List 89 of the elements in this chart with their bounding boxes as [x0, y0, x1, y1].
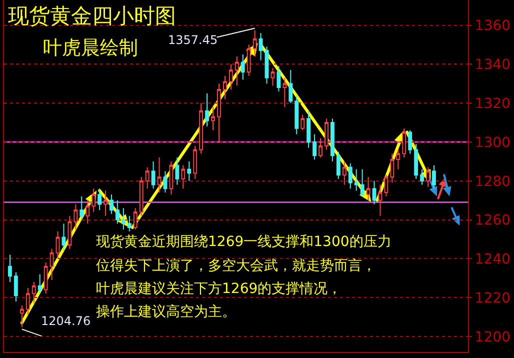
candlestick: [402, 128, 406, 158]
annotation: 操作上建议高空为主。: [96, 304, 236, 320]
candlestick: [116, 200, 120, 224]
candlestick: [56, 230, 60, 260]
candlestick: [211, 106, 215, 131]
candlestick: [318, 138, 322, 158]
candlestick: [193, 145, 198, 180]
candlestick: [378, 184, 382, 216]
candlestick: [205, 92, 209, 127]
candlestick: [420, 168, 424, 186]
candlestick: [426, 166, 430, 188]
candlestick: [300, 114, 305, 131]
candlestick: [348, 162, 352, 190]
y-tick-label: 1220: [474, 290, 510, 306]
candlestick: [396, 149, 400, 170]
y-tick-label: 1340: [474, 57, 510, 74]
candlestick: [270, 68, 275, 86]
candlestick: [342, 160, 346, 186]
candlestick: [240, 54, 245, 80]
candlestick: [384, 174, 388, 197]
candlestick: [98, 188, 102, 211]
candlestick: [169, 160, 174, 195]
candlestick: [26, 287, 30, 316]
candlestick: [80, 196, 84, 220]
annotation: 1357.45: [168, 33, 218, 47]
chart-title: 现货黄金四小时图: [8, 4, 176, 28]
candlestick: [145, 166, 150, 190]
candlestick: [14, 272, 18, 302]
candlestick: [62, 223, 66, 252]
candlestick: [336, 151, 340, 180]
candlestick: [68, 215, 72, 250]
candlestick: [38, 274, 42, 294]
candlestick: [276, 66, 281, 92]
candlestick: [139, 176, 144, 216]
candlestick: [74, 204, 78, 230]
candlestick: [306, 110, 311, 148]
annotation: 1204.76: [41, 314, 91, 328]
candlestick: [44, 262, 48, 294]
candlestick: [222, 75, 227, 100]
candlestick: [432, 164, 436, 190]
candlestick: [121, 208, 126, 230]
y-tick-label: 1280: [474, 174, 510, 190]
candlestick: [50, 248, 54, 281]
candlestick: [408, 130, 412, 154]
y-tick-label: 1360: [474, 18, 510, 34]
candlestick: [372, 180, 376, 205]
candlestick: [258, 32, 263, 61]
candlestick: [104, 190, 108, 216]
candlestick: [264, 46, 269, 84]
candlestick: [234, 56, 239, 86]
candlestick: [360, 168, 364, 197]
annotation: 叶虎晨建议关注下方1269的支撑情况，: [96, 281, 342, 297]
annotation: 位得失下上演了，多空大会武，就走势而言，: [96, 258, 376, 274]
candlestick: [312, 134, 316, 160]
y-tick-label: 1240: [474, 252, 510, 268]
y-tick-label: 1260: [474, 212, 510, 229]
candlestick: [127, 215, 132, 232]
candlestick: [324, 118, 328, 150]
annotation: 现货黄金近期围绕1269一线支撑和1300的压力: [96, 234, 392, 250]
candlestick: [294, 94, 299, 135]
candlestick: [228, 64, 233, 90]
candlestick: [282, 77, 287, 108]
candlestick: [199, 102, 204, 154]
candlestick: [252, 30, 257, 57]
y-tick-label: 1300: [474, 134, 510, 151]
candlestick: [20, 304, 24, 328]
candlestick: [181, 164, 186, 190]
candlestick: [92, 188, 96, 212]
candlestick: [187, 160, 192, 182]
candlestick: [86, 200, 90, 224]
candlestick: [366, 176, 370, 201]
candlestick: [8, 254, 12, 282]
candlestick: [217, 83, 221, 142]
candlestick: [110, 194, 114, 214]
text: 叶虎晨绘制: [43, 37, 138, 59]
candlestick: [288, 70, 293, 104]
y-tick-label: 1200: [474, 329, 510, 346]
candlestick: [157, 157, 162, 194]
candlestick: [330, 118, 334, 162]
candlestick: [163, 170, 168, 194]
candlestick: [151, 160, 156, 190]
candlestick: [354, 168, 358, 192]
candlestick: [390, 153, 394, 184]
y-tick-label: 1320: [474, 96, 510, 112]
candlestick: [133, 208, 138, 230]
candlestick: [32, 281, 36, 304]
candlestick: [246, 44, 251, 76]
candlestick: [414, 143, 418, 180]
candlestick: [175, 157, 180, 186]
